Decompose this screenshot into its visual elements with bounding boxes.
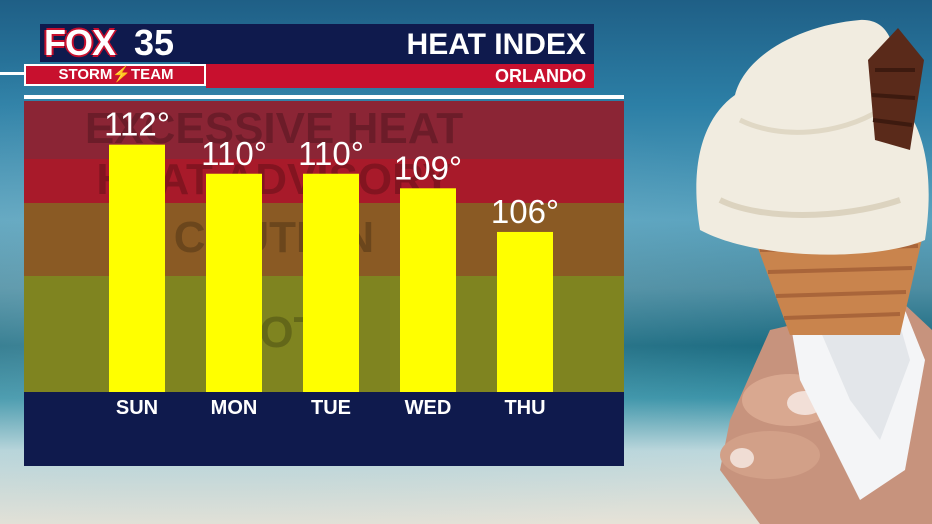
value-label-tue: 110° [298, 135, 364, 172]
bar-wed [400, 188, 456, 392]
category-label-sun: SUN [116, 397, 158, 419]
header-accent-line [0, 72, 24, 75]
storm-team-label: STORM⚡TEAM [58, 66, 174, 83]
bar-sun [109, 144, 165, 392]
category-label-tue: TUE [311, 397, 351, 419]
title-banner [190, 24, 594, 64]
value-label-thu: 106° [491, 193, 559, 230]
value-label-sun: 112° [104, 106, 170, 143]
chart-subtitle: ORLANDO [495, 66, 586, 86]
panel-top-line [24, 95, 624, 99]
value-label-wed: 109° [394, 149, 462, 186]
logo-fox: FOX [44, 22, 116, 63]
chart-title: HEAT INDEX [406, 28, 586, 61]
value-label-mon: 110° [201, 135, 267, 172]
category-label-mon: MON [211, 397, 258, 419]
subtitle-banner [206, 64, 594, 88]
bar-thu [497, 231, 553, 392]
category-label-thu: THU [504, 397, 545, 419]
logo-channel-number: 35 [134, 22, 175, 63]
storm-team-banner [24, 64, 206, 86]
bar-mon [206, 173, 262, 392]
category-label-wed: WED [405, 397, 452, 419]
bar-tue [303, 173, 359, 392]
logo-backdrop [40, 24, 190, 62]
